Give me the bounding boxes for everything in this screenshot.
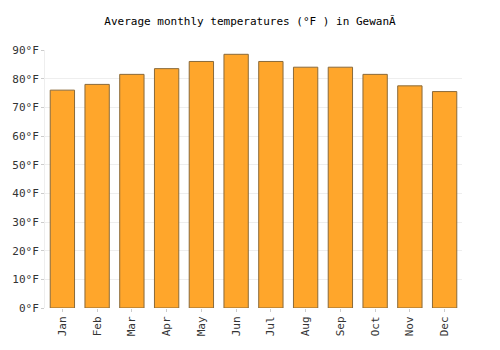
svg-text:40°F: 40°F [12, 187, 39, 200]
svg-text:Jan: Jan [56, 316, 69, 336]
svg-text:May: May [195, 316, 208, 336]
svg-text:Feb: Feb [91, 316, 104, 336]
svg-text:Jul: Jul [264, 316, 277, 336]
svg-text:Apr: Apr [160, 316, 173, 336]
svg-text:Jun: Jun [230, 316, 243, 336]
svg-text:20°F: 20°F [12, 245, 39, 258]
svg-text:80°F: 80°F [12, 73, 39, 86]
svg-text:Aug: Aug [299, 316, 312, 336]
svg-text:60°F: 60°F [12, 130, 39, 143]
svg-text:90°F: 90°F [12, 44, 39, 57]
svg-text:30°F: 30°F [12, 216, 39, 229]
svg-text:10°F: 10°F [12, 273, 39, 286]
svg-text:70°F: 70°F [12, 101, 39, 114]
svg-text:Nov: Nov [403, 316, 416, 336]
svg-text:Mar: Mar [125, 316, 138, 336]
svg-text:Dec: Dec [438, 316, 451, 336]
svg-text:Average monthly temperatures (: Average monthly temperatures (°F ) in Ge… [104, 15, 396, 28]
svg-text:Sep: Sep [334, 316, 347, 336]
svg-text:0°F: 0°F [19, 302, 39, 315]
svg-text:Oct: Oct [369, 316, 382, 336]
svg-text:50°F: 50°F [12, 159, 39, 172]
